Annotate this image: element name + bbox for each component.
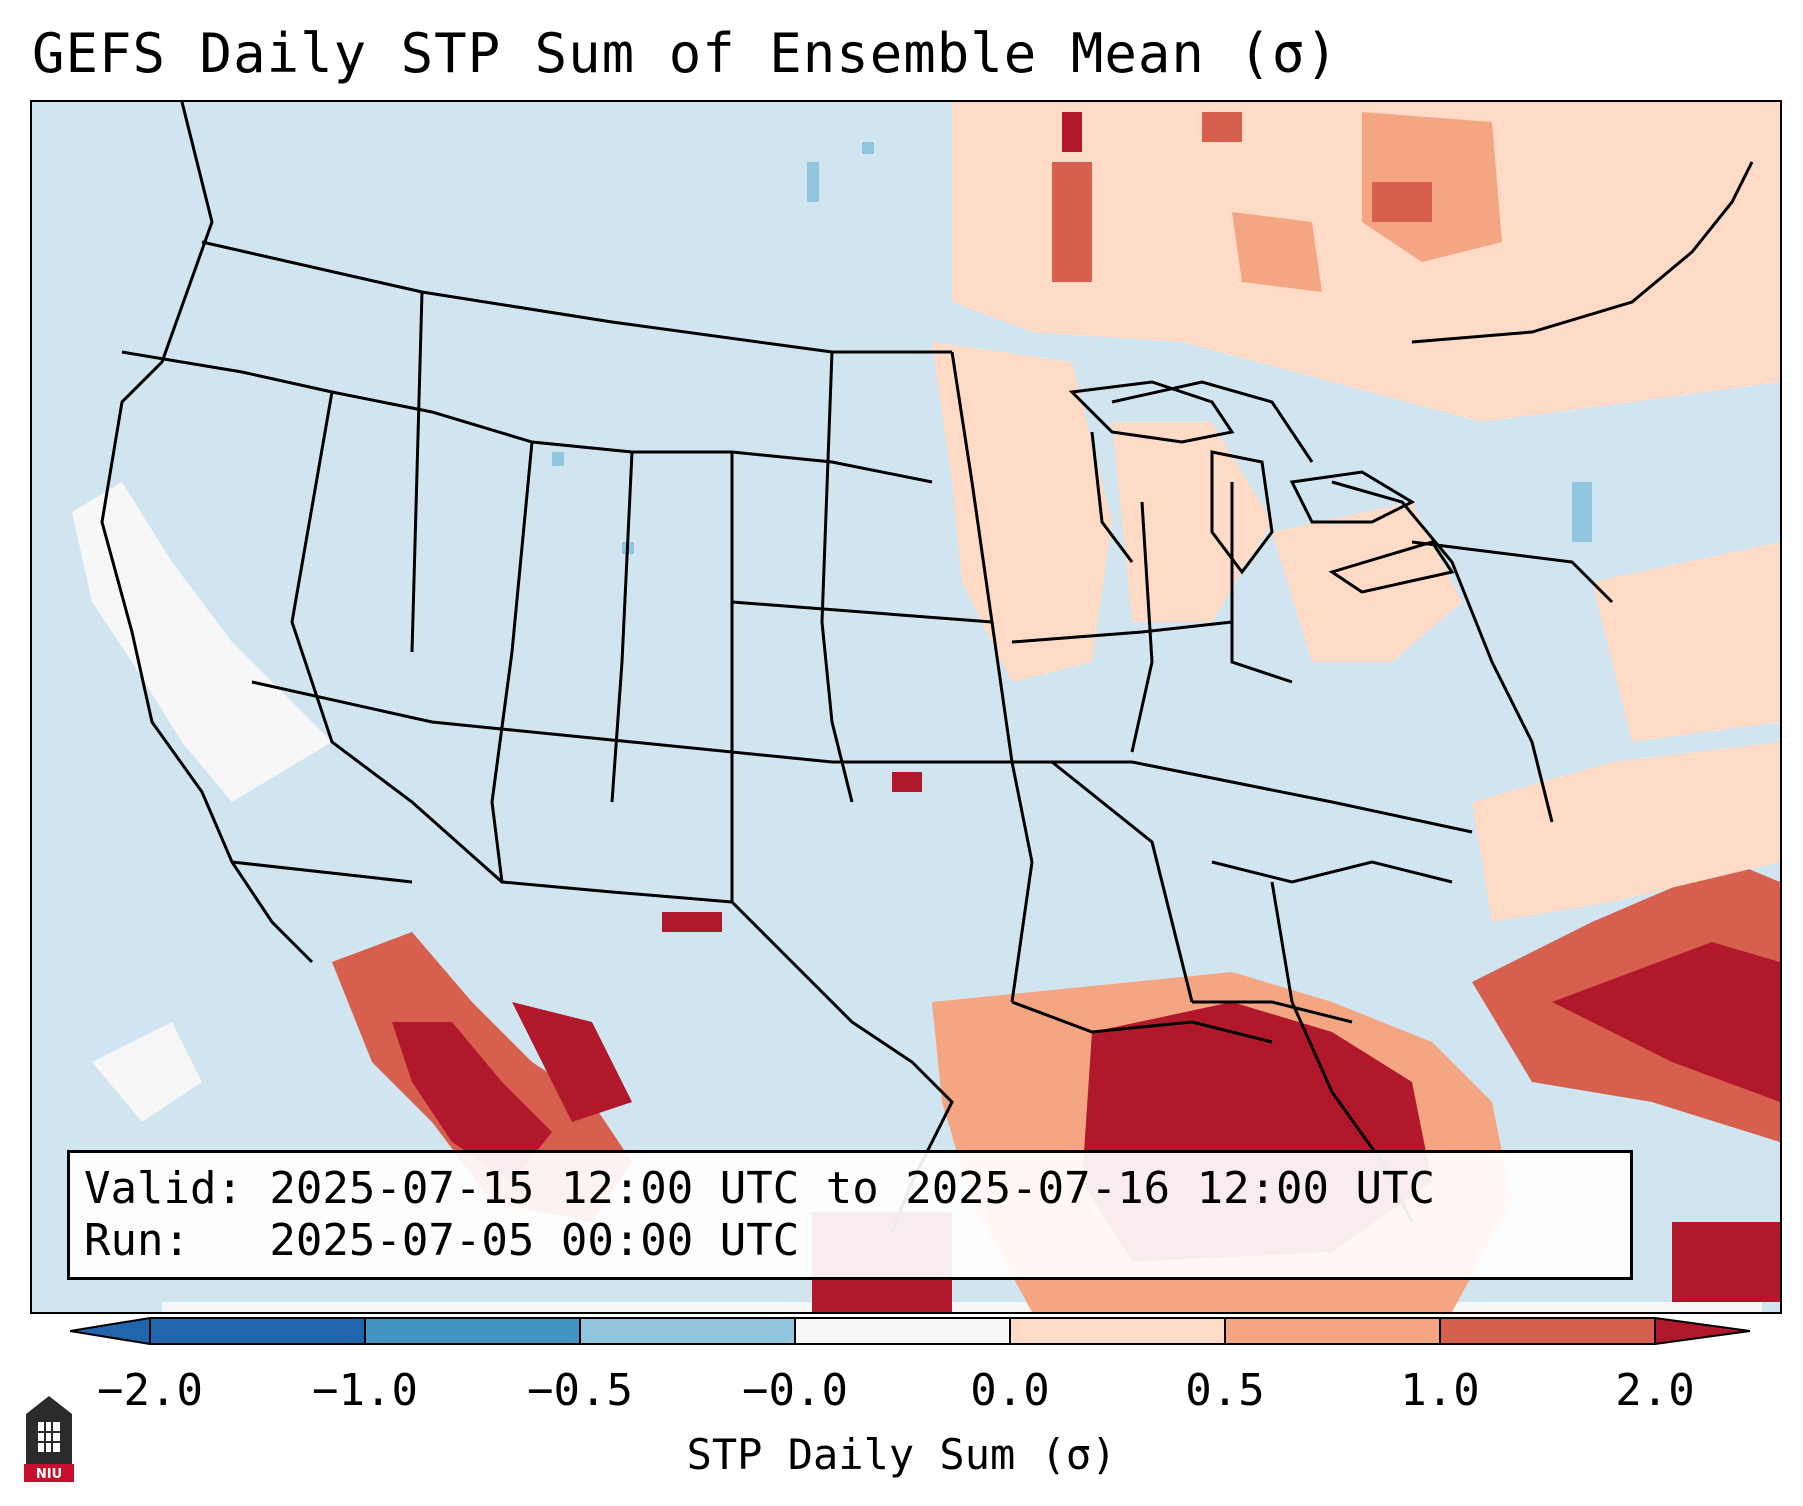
map-svg bbox=[32, 102, 1780, 1312]
colorbar-bin-7 bbox=[1440, 1318, 1655, 1344]
colorbar-svg bbox=[69, 1317, 1751, 1345]
colorbar-tick-label: −0.5 bbox=[527, 1365, 633, 1416]
great-lakes bbox=[1068, 380, 1455, 594]
canada-anomaly-region bbox=[952, 102, 1780, 422]
colorbar-bin-4 bbox=[795, 1318, 1010, 1344]
colorbar-tick-marks bbox=[149, 1318, 1656, 1344]
state-boundaries bbox=[100, 102, 1754, 1233]
colorbar-bin-6 bbox=[1225, 1318, 1440, 1344]
colorbar-tick-label: 0.5 bbox=[1185, 1365, 1265, 1416]
colorbar-tick-label: 0.0 bbox=[970, 1365, 1050, 1416]
colorbar bbox=[69, 1316, 1751, 1350]
colorbar-tick-label: −1.0 bbox=[312, 1365, 418, 1416]
map-panel[interactable] bbox=[30, 100, 1782, 1314]
colorbar-tick-label: −2.0 bbox=[97, 1365, 203, 1416]
negative-anomaly-cells bbox=[552, 142, 1592, 554]
colorbar-bin-5 bbox=[1010, 1318, 1225, 1344]
page-title: GEFS Daily STP Sum of Ensemble Mean (σ) bbox=[32, 22, 1339, 85]
colorbar-extend-high bbox=[1655, 1318, 1750, 1344]
colorbar-extend-low bbox=[70, 1318, 150, 1344]
run-time-line: Run: 2025-07-05 00:00 UTC bbox=[84, 1215, 800, 1266]
valid-run-info-box: Valid: 2025-07-15 12:00 UTC to 2025-07-1… bbox=[67, 1150, 1633, 1280]
niu-logo-icon: NIU bbox=[22, 1392, 76, 1484]
valid-time-line: Valid: 2025-07-15 12:00 UTC to 2025-07-1… bbox=[84, 1163, 1436, 1214]
neutral-field-areas bbox=[72, 482, 1762, 1312]
colorbar-tick-label: 1.0 bbox=[1400, 1365, 1480, 1416]
colorbar-tick-label: −0.0 bbox=[742, 1365, 848, 1416]
colorbar-bin-3 bbox=[580, 1318, 795, 1344]
niu-logo-text: NIU bbox=[36, 1467, 62, 1482]
colorbar-bin-1 bbox=[150, 1318, 365, 1344]
colorbar-tick-label: 2.0 bbox=[1615, 1365, 1695, 1416]
colorbar-label: STP Daily Sum (σ) bbox=[686, 1430, 1117, 1479]
colorbar-bin-2 bbox=[365, 1318, 580, 1344]
